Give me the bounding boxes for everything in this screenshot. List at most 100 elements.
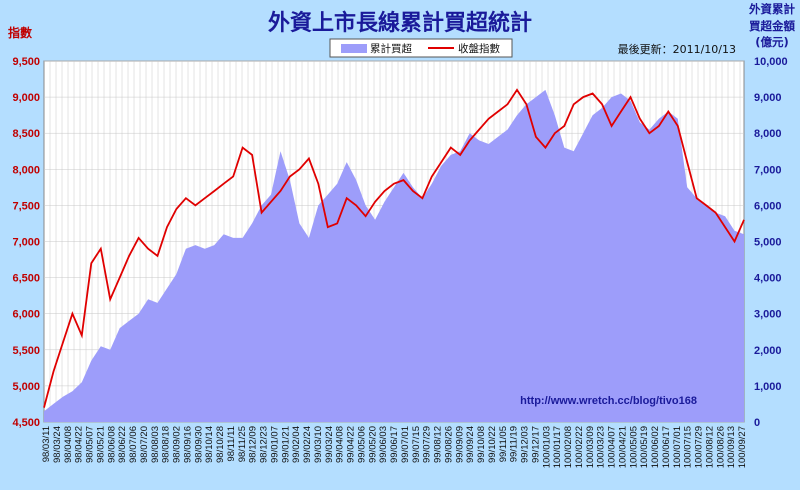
right-tick-label: 2,000 [754, 345, 782, 357]
x-tick-label: 100/04/07 [607, 426, 618, 468]
legend-box [329, 38, 513, 58]
x-tick-label: 99/04/22 [346, 426, 357, 463]
x-tick-label: 98/06/08 [106, 426, 117, 463]
left-tick-label: 7,000 [12, 237, 40, 249]
x-tick-label: 99/06/17 [389, 426, 400, 463]
right-axis: 0 1,000 2,000 3,000 4,000 5,000 6,000 7,000 8,00… [754, 56, 788, 429]
legend-swatch-area [341, 44, 367, 53]
x-tick-label: 98/08/03 [150, 426, 161, 463]
x-tick-label: 100/02/22 [574, 426, 585, 468]
x-tick-label: 98/09/30 [193, 426, 204, 463]
right-tick-label: 0 [754, 417, 760, 429]
x-tick-label: 100/08/12 [704, 426, 715, 468]
left-tick-label: 6,000 [12, 309, 40, 321]
x-tick-label: 99/06/03 [378, 426, 389, 463]
left-tick-label: 4,500 [12, 417, 40, 429]
x-tick-label: 98/12/23 [259, 426, 270, 463]
x-tick-label: 98/07/20 [139, 426, 150, 463]
right-tick-label: 4,000 [754, 273, 782, 285]
x-tick-label: 100/01/03 [541, 426, 552, 468]
left-tick-label: 8,500 [12, 128, 40, 140]
x-tick-label: 100/06/17 [661, 426, 672, 468]
left-tick-label: 9,500 [12, 56, 40, 68]
source-url: http://www.wretch.cc/blog/tivo168 [520, 395, 697, 407]
x-tick-label: 98/04/22 [74, 426, 85, 463]
x-tick-label: 99/09/09 [454, 426, 465, 463]
x-tick-label: 99/05/06 [356, 426, 367, 463]
x-tick-label: 99/02/04 [291, 426, 302, 463]
x-tick-label: 99/07/15 [411, 426, 422, 463]
x-tick-label: 98/05/21 [95, 426, 106, 463]
x-tick-label: 98/12/09 [248, 426, 259, 463]
x-tick-label: 99/12/17 [530, 426, 541, 463]
x-tick-label: 99/11/05 [498, 426, 509, 462]
x-tick-label: 100/07/29 [694, 426, 705, 468]
x-tick-label: 99/09/24 [465, 426, 476, 463]
legend-label-area: 累計買超 [370, 42, 412, 55]
legend: 累計買超 收盤指數 [329, 38, 513, 58]
x-tick-label: 100/05/05 [628, 426, 639, 468]
right-tick-label: 5,000 [754, 237, 782, 249]
x-tick-label: 100/07/01 [672, 426, 683, 468]
x-tick-label: 99/02/24 [302, 426, 313, 463]
right-axis-label-line-2: 買超金額 [749, 19, 795, 33]
x-tick-label: 98/11/11 [226, 426, 237, 462]
x-tick-label: 99/03/10 [313, 426, 324, 463]
x-tick-label: 98/05/07 [85, 426, 96, 463]
x-tick-label: 98/11/25 [237, 426, 248, 462]
x-tick-label: 99/01/07 [269, 426, 280, 463]
x-tick-label: 99/11/19 [509, 426, 520, 462]
x-tick-label: 100/07/15 [683, 426, 694, 468]
right-axis-label-line-1: 外資累計 [748, 2, 795, 16]
x-tick-label: 98/06/22 [117, 426, 128, 463]
x-tick-label: 99/10/08 [476, 426, 487, 463]
right-tick-label: 8,000 [754, 128, 782, 140]
right-tick-label: 9,000 [754, 92, 782, 104]
x-tick-label: 99/07/29 [422, 426, 433, 463]
left-tick-label: 9,000 [12, 92, 40, 104]
x-tick-label: 99/04/08 [335, 426, 346, 463]
x-tick-label: 100/06/02 [650, 426, 661, 468]
x-tick-label: 98/04/08 [63, 426, 74, 463]
x-tick-label: 99/01/21 [280, 426, 291, 463]
left-tick-label: 8,000 [12, 164, 40, 176]
x-tick-label: 100/09/27 [737, 426, 748, 468]
right-tick-label: 6,000 [754, 200, 782, 212]
right-axis-label-line-3: (億元) [755, 35, 789, 49]
x-tick-label: 100/05/19 [639, 426, 650, 468]
x-tick-label: 100/08/26 [715, 426, 726, 468]
x-tick-label: 99/10/22 [487, 426, 498, 463]
x-tick-label: 99/12/03 [520, 426, 531, 463]
index-line [43, 88, 745, 408]
x-tick-label: 100/02/08 [563, 426, 574, 468]
x-tick-label: 99/05/20 [367, 426, 378, 463]
left-axis: 4,500 5,000 5,500 6,000 6,500 7,000 7,500 8,000… [12, 56, 40, 429]
left-axis-label: 指數 [8, 25, 32, 40]
x-tick-label: 99/03/24 [324, 426, 335, 463]
left-tick-label: 5,000 [12, 381, 40, 393]
x-tick-label: 100/03/09 [585, 426, 596, 468]
x-tick-label: 99/08/26 [443, 426, 454, 463]
left-tick-label: 7,500 [12, 200, 40, 212]
x-axis: 98/03/11 98/03/24 98/04/08 98/04/22 98/05/07… [41, 426, 748, 468]
x-tick-label: 98/08/18 [161, 426, 172, 463]
x-tick-label: 99/07/01 [400, 426, 411, 463]
x-tick-label: 98/10/14 [204, 426, 215, 463]
cumulative-buy-area [44, 89, 744, 423]
right-tick-label: 10,000 [754, 56, 788, 68]
right-tick-label: 7,000 [754, 164, 782, 176]
update-date: 最後更新：2011/10/13 [618, 42, 736, 56]
x-tick-label: 98/09/16 [182, 426, 193, 463]
x-tick-label: 100/03/23 [596, 426, 607, 468]
x-tick-label: 98/09/02 [172, 426, 183, 463]
x-tick-label: 100/09/13 [726, 426, 737, 468]
right-tick-label: 3,000 [754, 309, 782, 321]
left-tick-label: 5,500 [12, 345, 40, 357]
left-tick-label: 6,500 [12, 273, 40, 285]
x-tick-label: 98/07/06 [128, 426, 139, 463]
legend-label-line: 收盤指數 [458, 42, 500, 55]
x-tick-label: 100/04/21 [617, 426, 628, 468]
right-tick-label: 1,000 [754, 381, 782, 393]
x-tick-label: 98/03/11 [41, 426, 52, 462]
